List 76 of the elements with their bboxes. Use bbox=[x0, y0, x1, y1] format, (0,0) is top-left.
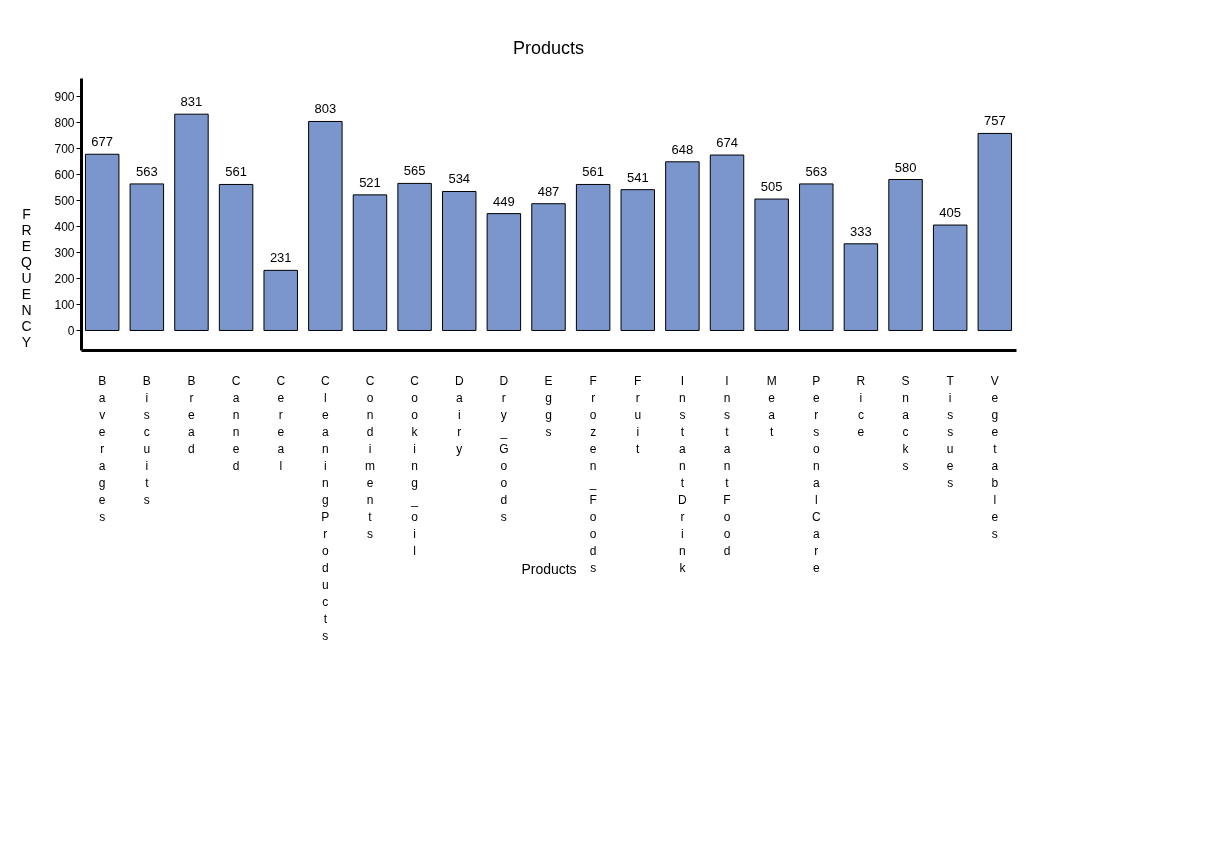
x-tick-label: Bread bbox=[187, 373, 196, 456]
bar bbox=[754, 198, 789, 331]
data-label: 563 bbox=[135, 163, 158, 179]
x-tick-label: Biscuits bbox=[142, 373, 151, 507]
data-label: 677 bbox=[91, 134, 114, 150]
bar bbox=[397, 182, 432, 331]
data-label: 831 bbox=[180, 94, 203, 110]
y-tick-label: 600 bbox=[54, 167, 75, 182]
x-tick-label: Canned bbox=[231, 373, 241, 473]
x-tick-label: Meat bbox=[766, 373, 777, 439]
data-label: 674 bbox=[716, 135, 738, 151]
bar bbox=[799, 183, 834, 331]
bar bbox=[129, 183, 165, 331]
category-label: Dry_Goods bbox=[499, 373, 509, 524]
data-label: 231 bbox=[269, 250, 292, 266]
data-label: 561 bbox=[225, 164, 247, 180]
category-label: Cooking_oil bbox=[410, 373, 419, 558]
x-tick-label: Eggs bbox=[544, 373, 553, 439]
bar bbox=[442, 190, 477, 331]
bar bbox=[218, 183, 254, 331]
data-label: 757 bbox=[983, 113, 1006, 129]
bar bbox=[977, 132, 1013, 331]
bar bbox=[486, 213, 522, 331]
x-tick-label: Cereal bbox=[276, 373, 286, 473]
y-tick-label: 800 bbox=[54, 115, 75, 130]
category-label: Frozen_Foods bbox=[589, 373, 597, 575]
data-label: 405 bbox=[939, 205, 962, 221]
category-label: Vegetables bbox=[990, 373, 999, 541]
data-label: 561 bbox=[582, 164, 604, 180]
x-tick-label: Snacks bbox=[901, 373, 910, 473]
y-tick-label: 100 bbox=[54, 297, 75, 312]
data-label: 333 bbox=[850, 223, 872, 239]
x-tick-label: Tissues bbox=[946, 373, 955, 490]
data-label: 580 bbox=[894, 159, 917, 175]
bar bbox=[352, 194, 388, 331]
data-label: 534 bbox=[448, 171, 471, 187]
data-label: 521 bbox=[359, 174, 381, 190]
bar bbox=[665, 161, 700, 331]
bar bbox=[174, 113, 209, 331]
bar bbox=[575, 183, 611, 331]
category-label: PersonalCare bbox=[811, 373, 821, 575]
bar bbox=[888, 179, 923, 331]
category-label: Baverages bbox=[98, 373, 107, 524]
bar bbox=[308, 120, 343, 331]
bar bbox=[531, 203, 566, 331]
y-tick-label: 500 bbox=[54, 193, 75, 208]
x-axis-title: Products bbox=[521, 560, 577, 577]
data-label: 505 bbox=[760, 179, 783, 195]
data-label: 803 bbox=[314, 101, 337, 117]
data-label: 449 bbox=[493, 193, 515, 209]
x-tick-label: Rice bbox=[856, 373, 866, 439]
x-tick-label: Fruit bbox=[634, 373, 642, 456]
y-tick-label: 0 bbox=[67, 323, 75, 338]
category-label: Condiments bbox=[364, 373, 375, 541]
x-tick-label: Dairy bbox=[454, 373, 464, 456]
bar bbox=[620, 189, 655, 331]
data-label: 541 bbox=[626, 169, 649, 185]
text: FREQUENCY bbox=[21, 205, 32, 350]
bar bbox=[263, 269, 298, 331]
bar bbox=[709, 154, 745, 331]
bar bbox=[843, 243, 879, 331]
y-tick-label: 200 bbox=[54, 271, 75, 286]
y-tick-label: 400 bbox=[54, 219, 75, 234]
data-label: 648 bbox=[671, 141, 694, 157]
category-label: InstantDrink bbox=[678, 373, 687, 575]
data-label: 487 bbox=[537, 183, 560, 199]
bar bbox=[932, 224, 968, 331]
y-tick-label: 700 bbox=[54, 141, 75, 156]
chart-title: Products bbox=[512, 38, 585, 58]
y-tick-label: 300 bbox=[54, 245, 75, 260]
bar bbox=[84, 153, 120, 331]
category-label: CleaningProducts bbox=[321, 373, 330, 643]
category-label: InstantFood bbox=[723, 373, 731, 558]
y-tick-label: 900 bbox=[54, 89, 75, 104]
data-label: 565 bbox=[403, 163, 426, 179]
data-label: 563 bbox=[805, 163, 828, 179]
